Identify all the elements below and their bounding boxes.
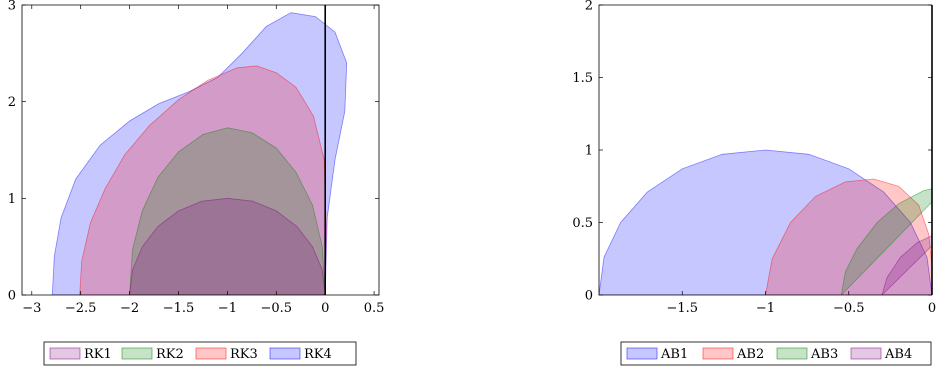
legend-label-ab2: AB2	[736, 347, 764, 362]
legend-swatch-rk1	[49, 347, 81, 360]
y-tick-label: 3	[8, 0, 16, 14]
legend-swatch-ab2	[702, 347, 734, 360]
x-tick-label: −2.5	[65, 301, 97, 316]
legend-swatch-rk4	[269, 347, 301, 360]
x-tick-label: 0	[928, 301, 936, 316]
y-tick-label: 0	[8, 289, 16, 304]
y-tick-label: 1.5	[572, 71, 593, 86]
x-tick-label: 0.5	[364, 301, 385, 316]
y-tick-label: 1	[585, 144, 593, 159]
region-ab2	[765, 178, 932, 295]
legend-label-ab3: AB3	[810, 347, 838, 362]
x-tick-label: −1.5	[666, 301, 698, 316]
region-rk2	[129, 127, 326, 295]
legend-label-rk1: RK1	[84, 347, 112, 362]
legend-rk: RK1 RK2 RK3 RK4	[43, 341, 357, 366]
x-tick-label: −0.5	[833, 301, 865, 316]
y-tick-label: 1	[8, 192, 16, 207]
legend-swatch-rk2	[121, 347, 153, 360]
legend-swatch-ab4	[850, 347, 882, 360]
legend-ab: AB1 AB2 AB3 AB4	[620, 341, 932, 366]
y-tick-label: 2	[8, 95, 16, 110]
x-tick-label: −3	[22, 301, 41, 316]
region-rk1	[129, 197, 326, 295]
region-ab1	[599, 149, 932, 295]
x-tick-label: −0.5	[261, 301, 293, 316]
region-ab3	[840, 188, 932, 295]
legend-swatch-rk3	[195, 347, 227, 360]
x-tick-label: −2	[120, 301, 139, 316]
region-rk4	[51, 12, 348, 295]
y-tick-label: 0	[585, 289, 593, 304]
legend-swatch-ab3	[776, 347, 808, 360]
y-tick-label: 0.5	[572, 216, 593, 231]
y-tick-label: 2	[585, 0, 593, 14]
legend-label-rk3: RK3	[230, 347, 258, 362]
chart-rk-stability-regions: −3 −2.5 −2 −1.5 −1 −0.5 0 0.5 0 1 2 3	[8, 0, 385, 316]
x-tick-label: −1	[218, 301, 237, 316]
region-ab4	[881, 235, 932, 295]
legend-label-ab4: AB4	[884, 347, 912, 362]
legend-swatch-ab1	[626, 347, 658, 360]
x-tick-label: −1.5	[163, 301, 195, 316]
chart-ab-stability-regions: −1.5 −1 −0.5 0 0 0.5 1 1.5 2	[572, 0, 936, 316]
legend-label-ab1: AB1	[660, 347, 688, 362]
legend-label-rk4: RK4	[304, 347, 332, 362]
legend-label-rk2: RK2	[156, 347, 184, 362]
x-tick-label: 0	[321, 301, 329, 316]
x-tick-label: −1	[756, 301, 775, 316]
